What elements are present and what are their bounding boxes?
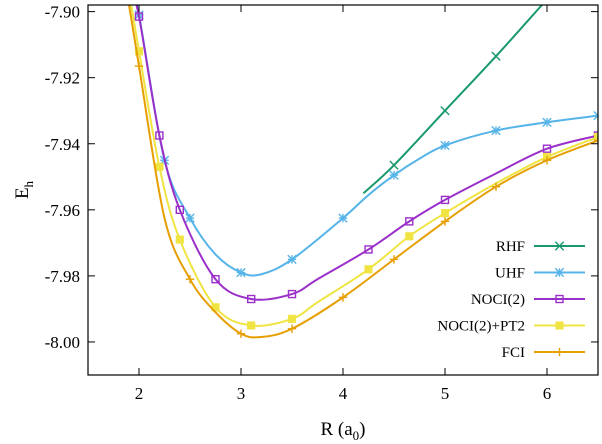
legend-uhf-label: UHF [495,266,525,282]
series-rhf-point [491,51,501,61]
series-fci-point [593,136,598,145]
legend-noci-2-pt2-label: NOCI(2)+PT2 [437,319,525,335]
series-rhf-point [389,160,399,170]
legend-rhf-marker [554,241,565,251]
x-tick-label: 3 [237,384,246,403]
series-fci-point [134,61,144,71]
series-noci-2-pt2-point [134,47,144,56]
series-noci-2-point [542,144,552,153]
legend-fci: FCI [502,345,585,361]
series-noci-2-point [134,12,144,21]
legend-noci-2-pt2: NOCI(2)+PT2 [437,319,585,335]
series-fci-point [542,156,552,165]
series-noci-2-point [440,195,450,205]
legend-fci-label: FCI [502,345,525,361]
series-fci [127,5,598,339]
series-fci-point [389,255,399,264]
series-noci-2-pt2-point [593,133,598,142]
series-uhf-point [440,140,450,151]
series-noci-2-pt2-point [247,321,256,330]
series-noci-2-line [135,5,598,301]
legend-noci-2-marker [555,294,564,304]
series-rhf-point [440,106,450,116]
series-uhf-point [389,170,399,180]
y-tick-label: -7.92 [45,69,80,88]
series-noci-2-point [175,205,185,215]
series-uhf-point [236,267,246,278]
series-noci-2-point [287,289,297,299]
series-fci-point [440,217,450,226]
y-tick-label: -7.98 [45,267,80,286]
y-tick-label: -7.90 [45,3,80,22]
series-rhf [362,5,543,195]
series-fci-point [287,324,297,333]
series-uhf-point [593,110,598,121]
series-fci-point [185,274,195,284]
series-uhf-point [287,254,297,265]
series-fci-point [338,293,348,302]
legend-noci-2-pt2-marker [555,321,564,330]
series-noci-2-pt2-point [405,232,414,241]
series-uhf-point [338,213,348,223]
series-uhf-point [491,125,501,136]
x-tick-label: 5 [441,384,450,403]
y-tick-label: -7.94 [45,135,81,154]
series-noci-2-pt2-point [287,314,297,323]
legend-noci-2: NOCI(2) [471,292,585,308]
series-fci-line [127,5,598,339]
series-uhf-point [185,213,195,223]
legend: RHF UHF NOCI(2) NOCI(2)+PT2 FCI [437,239,585,361]
x-tick-label: 6 [543,384,552,403]
series-fci-point [491,182,501,191]
ticks-layer [88,5,598,375]
legend-rhf-label: RHF [496,239,525,255]
y-tick-label: -8.00 [45,333,80,352]
x-tick-label: 4 [339,384,348,403]
series-noci-2-point [246,294,256,304]
y-axis-title: Eh [12,180,36,199]
legend-uhf-marker [554,267,565,278]
series-uhf-point [542,117,552,127]
x-axis-title: R (a0) [320,419,365,443]
legend-noci-2-label: NOCI(2) [471,292,525,308]
series-noci-2-point [211,274,220,284]
legend-rhf: RHF [496,239,585,255]
series-noci-2-point [405,217,414,226]
series-layer [127,5,598,339]
series-noci-2-point [155,131,164,140]
series-noci-2-point [364,245,373,254]
legend-uhf: UHF [495,266,585,282]
x-tick-label: 2 [135,384,144,403]
series-noci-2-pt2-point [440,209,450,218]
series-noci-2 [134,5,598,304]
series-noci-2-pt2-point [155,162,164,171]
series-noci-2-pt2-point [175,235,184,244]
y-tick-label: -7.96 [45,201,80,220]
series-noci-2-pt2-point [364,265,373,274]
series-fci-point [236,329,246,338]
tick-labels-layer: 2 3 4 5 6 -7.90 -7.92 -7.94 -7.96 -7.98 -8.00 [45,3,552,403]
legend-fci-marker [555,347,564,357]
